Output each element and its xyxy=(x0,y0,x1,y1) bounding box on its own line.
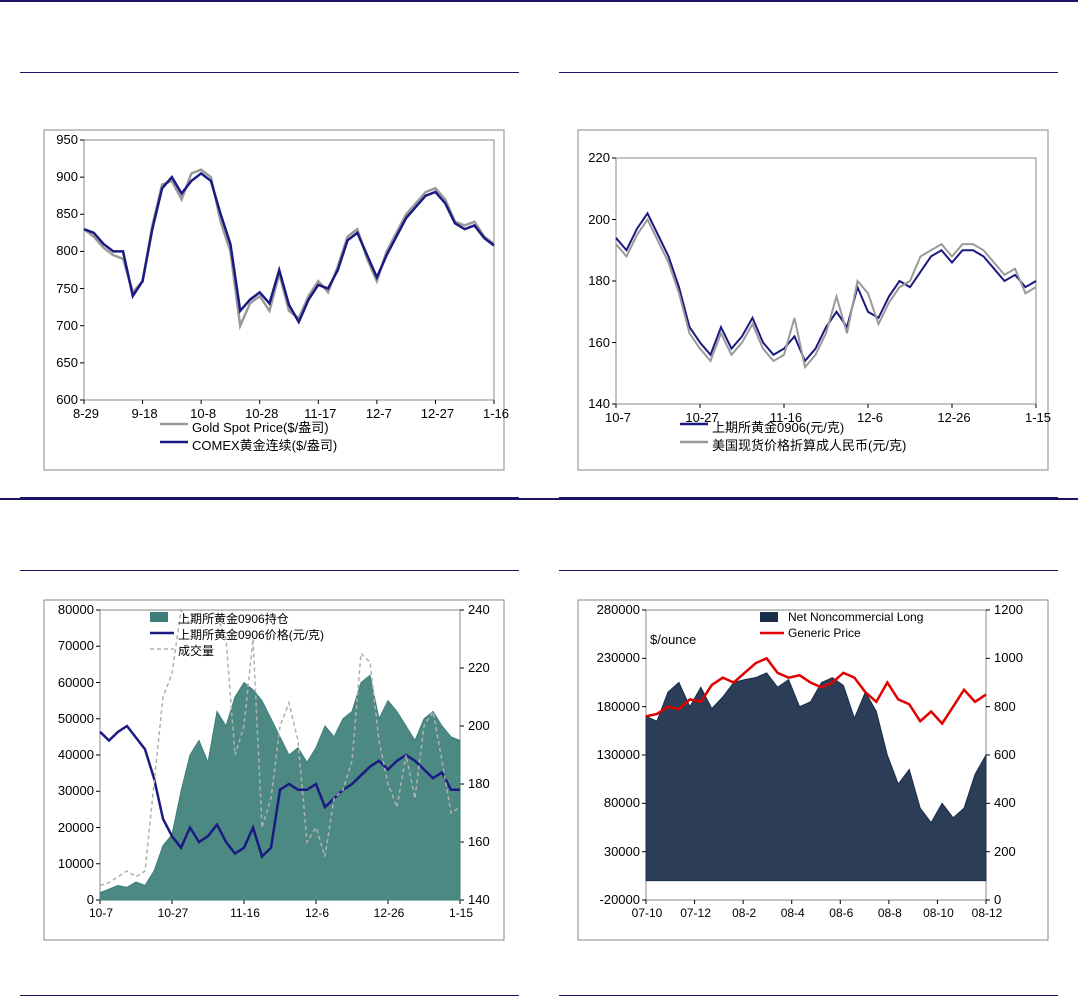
x-tick: 07-10 xyxy=(624,906,670,920)
x-tick: 12-26 xyxy=(932,410,976,425)
y-right-tick: 200 xyxy=(468,718,490,733)
legend-label: 上期所黄金0906价格(元/克) xyxy=(178,626,324,643)
y-left-tick: 70000 xyxy=(42,638,94,653)
x-tick: 08-10 xyxy=(915,906,961,920)
y-left-tick: 10000 xyxy=(42,856,94,871)
x-tick: 08-6 xyxy=(818,906,864,920)
x-tick: 08-2 xyxy=(721,906,767,920)
legend-label: Net Noncommercial Long xyxy=(788,610,923,624)
y-left-tick: 40000 xyxy=(42,747,94,762)
y-tick: 700 xyxy=(44,318,78,333)
y-left-tick: 30000 xyxy=(42,783,94,798)
y-left-tick: 230000 xyxy=(588,650,640,665)
y-tick: 850 xyxy=(44,206,78,221)
y-tick: 650 xyxy=(44,355,78,370)
x-tick: 08-4 xyxy=(770,906,816,920)
x-tick: 12-6 xyxy=(848,410,892,425)
x-tick: 08-8 xyxy=(867,906,913,920)
y-right-tick: 1000 xyxy=(994,650,1023,665)
y-right-tick: 400 xyxy=(994,795,1016,810)
x-tick: 08-12 xyxy=(964,906,1010,920)
y-right-tick: 180 xyxy=(468,776,490,791)
legend-label: 上期所黄金0906(元/克) xyxy=(712,417,844,436)
labels-layer: 6006507007508008509009508-299-1810-810-2… xyxy=(0,0,1078,996)
x-tick: 10-7 xyxy=(78,906,124,920)
y-tick: 600 xyxy=(44,392,78,407)
y-left-tick: 180000 xyxy=(588,699,640,714)
y-left-tick: 80000 xyxy=(588,795,640,810)
y-tick: 750 xyxy=(44,281,78,296)
y-right-tick: 140 xyxy=(468,892,490,907)
y-tick: 180 xyxy=(576,273,610,288)
legend-label: 成交量 xyxy=(178,642,214,659)
x-tick: 12-7 xyxy=(357,406,401,421)
x-tick: 12-27 xyxy=(415,406,459,421)
x-tick: 12-6 xyxy=(294,906,340,920)
x-tick: 10-7 xyxy=(596,410,640,425)
x-tick: 1-16 xyxy=(474,406,518,421)
y-right-tick: 0 xyxy=(994,892,1001,907)
legend-label: Gold Spot Price($/盎司) xyxy=(192,417,329,436)
legend-label: Generic Price xyxy=(788,626,861,640)
x-tick: 1-15 xyxy=(1016,410,1060,425)
y-right-tick: 220 xyxy=(468,660,490,675)
x-tick: 10-27 xyxy=(150,906,196,920)
y-right-tick: 240 xyxy=(468,602,490,617)
y-right-tick: 160 xyxy=(468,834,490,849)
y-right-tick: 1200 xyxy=(994,602,1023,617)
legend-label: COMEX黄金连续($/盎司) xyxy=(192,435,337,454)
y-left-tick: 30000 xyxy=(588,844,640,859)
y-left-tick: -20000 xyxy=(588,892,640,907)
y-label: $/ounce xyxy=(650,632,696,647)
x-tick: 8-29 xyxy=(64,406,108,421)
x-tick: 12-26 xyxy=(366,906,412,920)
y-tick: 140 xyxy=(576,396,610,411)
y-right-tick: 200 xyxy=(994,844,1016,859)
y-left-tick: 130000 xyxy=(588,747,640,762)
y-left-tick: 60000 xyxy=(42,675,94,690)
y-tick: 800 xyxy=(44,243,78,258)
y-left-tick: 0 xyxy=(42,892,94,907)
y-tick: 160 xyxy=(576,335,610,350)
x-tick: 11-16 xyxy=(222,906,268,920)
y-left-tick: 50000 xyxy=(42,711,94,726)
y-tick: 220 xyxy=(576,150,610,165)
y-left-tick: 80000 xyxy=(42,602,94,617)
y-tick: 950 xyxy=(44,132,78,147)
y-left-tick: 280000 xyxy=(588,602,640,617)
x-tick: 07-12 xyxy=(673,906,719,920)
y-tick: 900 xyxy=(44,169,78,184)
x-tick: 1-15 xyxy=(438,906,484,920)
y-right-tick: 600 xyxy=(994,747,1016,762)
y-right-tick: 800 xyxy=(994,699,1016,714)
legend-label: 上期所黄金0906持仓 xyxy=(178,610,289,627)
y-tick: 200 xyxy=(576,212,610,227)
y-left-tick: 20000 xyxy=(42,820,94,835)
legend-label: 美国现货价格折算成人民币(元/克) xyxy=(712,435,906,454)
x-tick: 9-18 xyxy=(123,406,167,421)
